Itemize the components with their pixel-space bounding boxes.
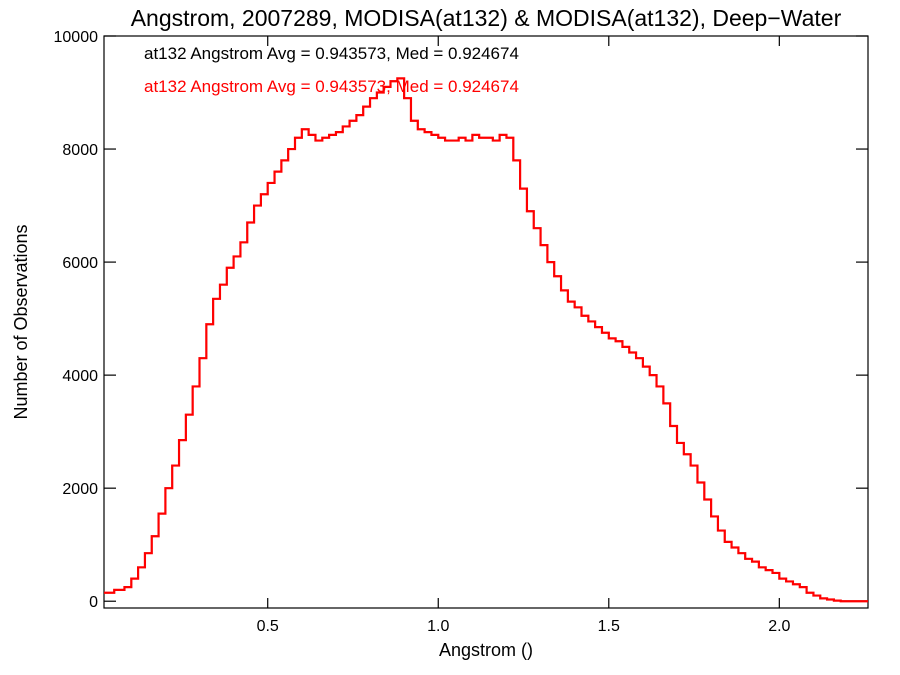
- x-axis: 0.5 1.0 1.5 2.0: [257, 36, 791, 635]
- x-tick-label: 1.5: [598, 618, 620, 635]
- y-axis: 0 2000 4000 6000 8000 10000: [54, 29, 868, 611]
- y-tick-label: 8000: [62, 142, 98, 159]
- y-tick-label: 2000: [62, 481, 98, 498]
- chart-title: Angstrom, 2007289, MODISA(at132) & MODIS…: [131, 5, 842, 31]
- plot-area: [103, 35, 869, 609]
- x-tick-label: 2.0: [768, 618, 790, 635]
- y-tick-label: 0: [89, 594, 98, 611]
- series-line-0: [104, 77, 868, 603]
- plot-frame: [103, 35, 869, 609]
- x-axis-label: Angstrom (): [439, 640, 533, 660]
- y-axis-label: Number of Observations: [11, 224, 31, 419]
- series-layer: [104, 77, 868, 603]
- x-tick-label: 1.0: [427, 618, 449, 635]
- stats-annotation-black: at132 Angstrom Avg = 0.943573, Med = 0.9…: [144, 44, 519, 63]
- series-line-1: [104, 77, 868, 603]
- stats-annotation-red: at132 Angstrom Avg = 0.943573, Med = 0.9…: [144, 77, 519, 96]
- y-tick-label: 4000: [62, 368, 98, 385]
- y-tick-label: 10000: [54, 29, 99, 46]
- x-tick-label: 0.5: [257, 618, 279, 635]
- y-tick-label: 6000: [62, 255, 98, 272]
